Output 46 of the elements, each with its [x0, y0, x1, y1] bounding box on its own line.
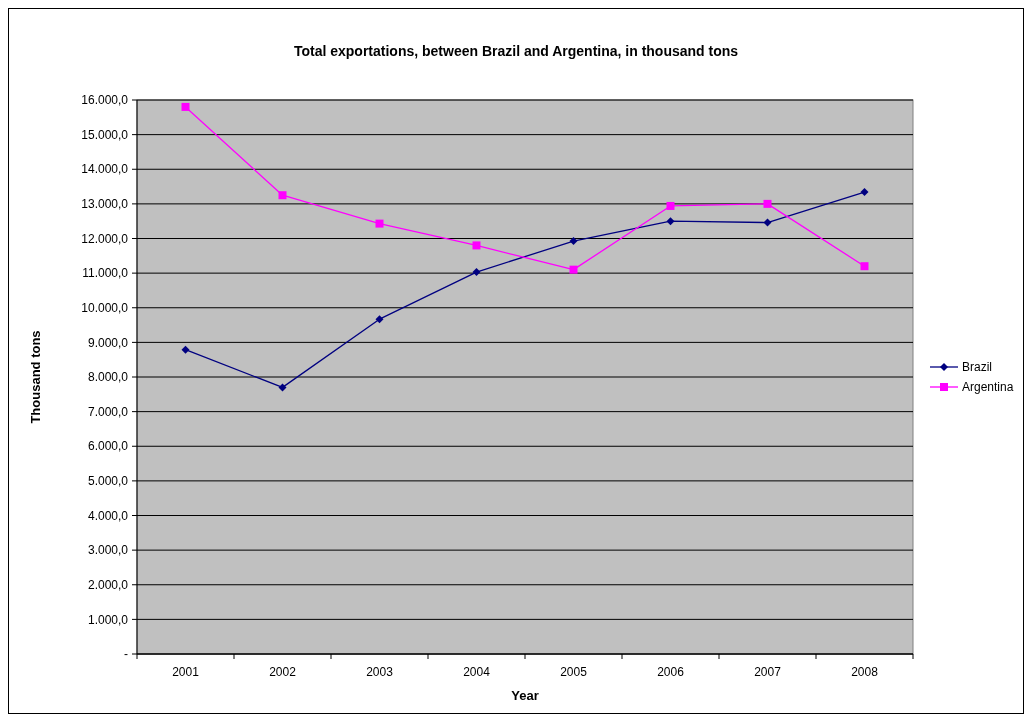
- y-tick-label: 2.000,0: [87, 577, 129, 592]
- point: [278, 383, 287, 392]
- y-tick-label: 9.000,0: [87, 335, 129, 350]
- x-tick-label: 2007: [754, 665, 782, 679]
- y-tick-label: 8.000,0: [87, 370, 129, 385]
- x-axis-title: Year: [511, 688, 539, 703]
- y-tick-label: 7.000,0: [87, 404, 129, 419]
- y-tick-label: 4.000,0: [87, 508, 129, 523]
- x-tick-label: 2004: [463, 665, 491, 679]
- point: [860, 188, 869, 197]
- chart-title: Total exportations, between Brazil and Argentina, in thousand tons: [293, 43, 739, 59]
- legend-label: Argentina: [962, 380, 1014, 395]
- y-tick-label: -: [124, 647, 128, 662]
- y-tick-label: 14.000,0: [81, 162, 129, 177]
- point: [860, 262, 869, 271]
- y-tick-label: 16.000,0: [81, 93, 129, 108]
- x-tick-label: 2002: [269, 665, 297, 679]
- point: [375, 219, 384, 228]
- x-tick-label: 2008: [851, 665, 879, 679]
- legend-label: Brazil: [962, 360, 993, 375]
- x-tick-label: 2003: [366, 665, 394, 679]
- point: [375, 315, 384, 324]
- y-tick-label: 10.000,0: [81, 300, 129, 315]
- point: [666, 217, 675, 226]
- point: [763, 199, 772, 208]
- point: [569, 265, 578, 274]
- point: [181, 345, 190, 354]
- point: [666, 201, 675, 210]
- y-tick-label: 6.000,0: [87, 439, 129, 454]
- point: [278, 191, 287, 200]
- y-tick-label: 3.000,0: [87, 543, 129, 558]
- x-tick-label: 2006: [657, 665, 685, 679]
- x-tick-label: 2005: [560, 665, 588, 679]
- point: [569, 237, 578, 246]
- y-axis-title: Thousand tons: [28, 330, 43, 424]
- point: [181, 102, 190, 111]
- y-tick-label: 1.000,0: [87, 612, 129, 627]
- y-tick-label: 5.000,0: [87, 474, 129, 489]
- y-tick-label: 11.000,0: [82, 266, 129, 281]
- point: [472, 241, 481, 250]
- y-tick-label: 12.000,0: [81, 231, 129, 246]
- point: [763, 218, 772, 227]
- x-tick-label: 2001: [172, 665, 200, 679]
- y-tick-label: 15.000,0: [81, 127, 129, 142]
- y-tick-label: 13.000,0: [81, 197, 129, 212]
- point: [472, 268, 481, 277]
